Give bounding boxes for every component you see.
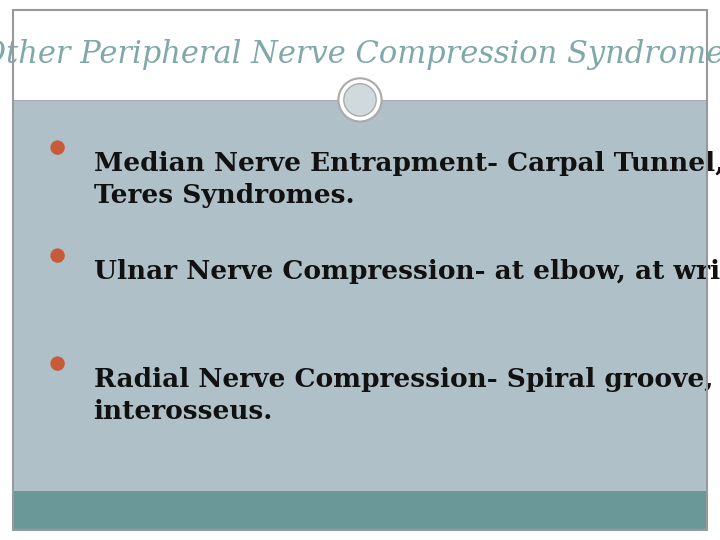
Ellipse shape <box>344 84 376 116</box>
Ellipse shape <box>50 140 65 155</box>
FancyBboxPatch shape <box>13 491 707 530</box>
Text: Radial Nerve Compression- Spiral groove, posterior
interosseus.: Radial Nerve Compression- Spiral groove,… <box>94 367 720 424</box>
Text: Ulnar Nerve Compression- at elbow, at wrist.: Ulnar Nerve Compression- at elbow, at wr… <box>94 259 720 284</box>
Text: Other Peripheral Nerve Compression Syndromes: Other Peripheral Nerve Compression Syndr… <box>0 39 720 70</box>
FancyBboxPatch shape <box>13 100 707 491</box>
Text: Median Nerve Entrapment- Carpal Tunnel, Pronator
Teres Syndromes.: Median Nerve Entrapment- Carpal Tunnel, … <box>94 151 720 208</box>
Ellipse shape <box>50 356 65 371</box>
Ellipse shape <box>338 78 382 122</box>
Ellipse shape <box>50 248 65 263</box>
FancyBboxPatch shape <box>13 10 707 100</box>
